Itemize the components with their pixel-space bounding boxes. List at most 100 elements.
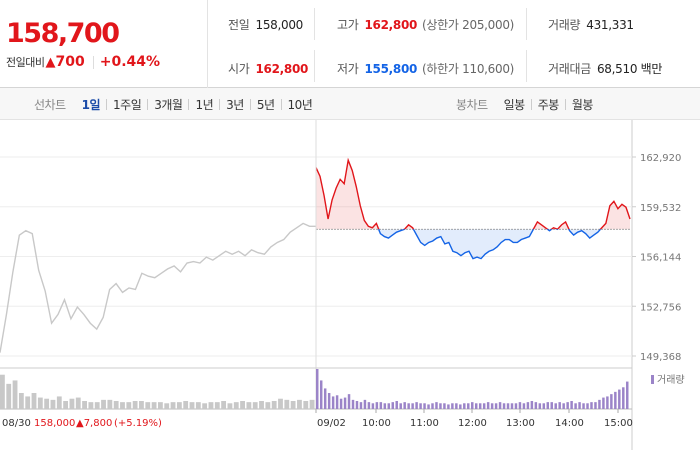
volume-bar (339, 398, 343, 409)
divider (280, 98, 282, 110)
divider (526, 50, 527, 82)
volume-bar (335, 395, 339, 409)
volume-bar (574, 403, 577, 409)
volume-bar (94, 402, 100, 409)
volume-bar (439, 403, 442, 409)
prev-day-line (0, 222, 316, 353)
volume-bar (502, 403, 506, 409)
volume-bar (586, 403, 589, 409)
volume-bar (399, 403, 402, 409)
volume-bar (371, 403, 375, 409)
volume-bar (297, 399, 302, 409)
y-tick-label: 159,532 (640, 203, 681, 214)
up-arrow-icon: ▲ (45, 54, 56, 70)
volume-bar (12, 380, 18, 409)
volume-bar (602, 397, 605, 409)
volume-bar (514, 403, 518, 409)
line-period-tab[interactable]: 3개월 (154, 97, 183, 112)
volume-bar (75, 397, 81, 409)
volume-bar (309, 399, 315, 409)
volume-bar (316, 369, 319, 409)
volume-bar (82, 401, 87, 409)
volume-bar (202, 403, 208, 409)
stat-label: 거래량 (548, 18, 581, 32)
below-baseline-area (316, 229, 630, 259)
volume-bar (427, 404, 430, 409)
candle-period-tab[interactable]: 월봉 (571, 97, 594, 112)
line-period-tab[interactable]: 5년 (256, 97, 275, 112)
line-period-tab[interactable]: 1년 (195, 97, 214, 112)
volume-bar (566, 402, 569, 409)
volume-bar (139, 401, 144, 409)
prev-day-date: 08/30 (2, 418, 31, 429)
divider (314, 8, 315, 40)
stat-open: 시가 162,800 (228, 60, 308, 77)
line-period-tab[interactable]: 1주일 (113, 97, 142, 112)
volume-legend-label: 거래량 (657, 374, 685, 386)
volume-bar (550, 402, 553, 409)
volume-bar (145, 402, 151, 409)
volume-bar (598, 399, 601, 409)
volume-bar (363, 399, 367, 409)
volume-bar (319, 380, 323, 409)
volume-bar (467, 403, 470, 409)
volume-bar (303, 401, 309, 409)
x-tick-label: 09/02 (317, 418, 346, 429)
volume-bar (391, 402, 394, 409)
x-tick-label: 15:00 (604, 418, 633, 429)
volume-bar (459, 404, 462, 409)
volume-bar (471, 402, 474, 409)
stat-trade-value: 거래대금 68,510 백만 (548, 60, 662, 77)
line-period-tab[interactable]: 1일 (81, 97, 101, 112)
volume-bar (594, 402, 597, 409)
volume-bar (240, 401, 245, 409)
volume-bar (151, 402, 157, 409)
volume-bar (208, 402, 214, 409)
chart-toolbar: 선차트 1일 1주일 3개월 1년 3년 5년 10년 봉차트 일봉 주봉 월봉 (0, 88, 700, 120)
volume-bar (447, 404, 450, 409)
divider (92, 55, 94, 69)
y-tick-label: 162,920 (640, 153, 681, 164)
x-tick-label: 13:00 (506, 418, 535, 429)
volume-bar (614, 391, 617, 409)
volume-bar (622, 387, 625, 409)
volume-bar (419, 403, 422, 409)
line-period-tab[interactable]: 3년 (226, 97, 244, 112)
volume-bar (618, 389, 621, 409)
volume-bar (415, 402, 418, 409)
volume-bar (542, 403, 546, 409)
today-line-down (377, 229, 602, 260)
price-chart[interactable]: 162,920 159,532 156,144 152,756 149,368 거래량 08… (0, 120, 700, 450)
stat-value: 158,000 (255, 17, 304, 32)
line-period-tab[interactable]: 10년 (287, 97, 313, 112)
y-tick-label: 149,368 (640, 352, 681, 363)
divider (219, 98, 221, 110)
volume-bar (126, 402, 132, 409)
volume-bar (506, 403, 510, 409)
volume-bar (570, 401, 573, 409)
volume-bar (189, 402, 195, 409)
volume-bar (538, 403, 542, 409)
change-label: 전일대비 (6, 56, 45, 69)
volume-bar (0, 374, 5, 409)
volume-bar (50, 399, 56, 409)
x-tick-label: 12:00 (458, 418, 487, 429)
candle-period-tab[interactable]: 일봉 (503, 97, 526, 112)
y-tick-label: 156,144 (640, 253, 681, 264)
volume-bar (355, 401, 359, 409)
volume-bar (578, 402, 581, 409)
volume-bar (546, 402, 550, 409)
candle-period-tab[interactable]: 주봉 (537, 97, 560, 112)
volume-bar (606, 396, 609, 409)
volume-bar (265, 402, 271, 409)
volume-bar (44, 398, 50, 409)
x-tick-label: 10:00 (362, 418, 391, 429)
volume-bar (383, 403, 387, 409)
stat-low: 저가 155,800 (하한가 110,600) (337, 60, 514, 77)
volume-bar (510, 403, 514, 409)
candle-chart-title: 봉차트 (456, 97, 488, 112)
volume-bar (323, 388, 327, 409)
volume-bar (435, 402, 438, 409)
divider (564, 98, 566, 110)
divider (249, 98, 251, 110)
